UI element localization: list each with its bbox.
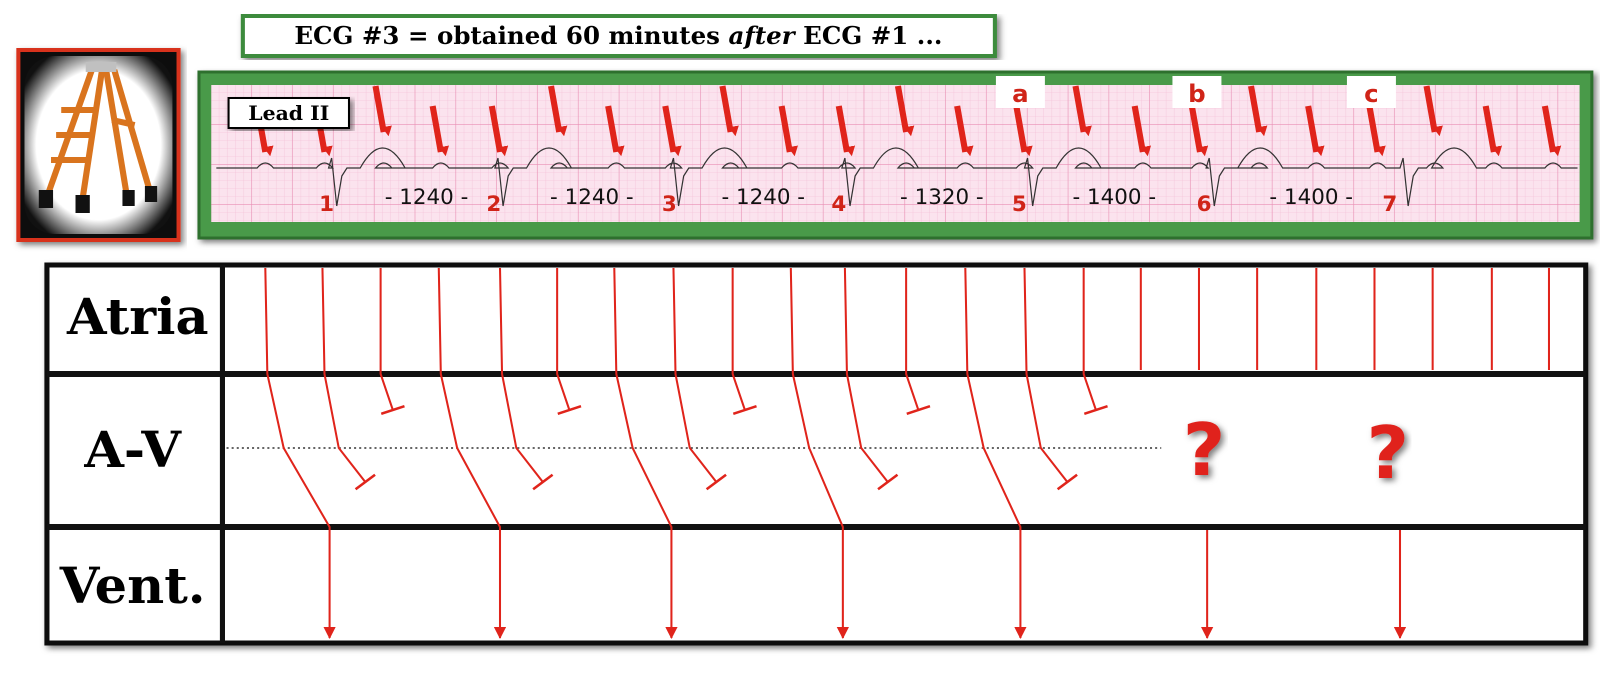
block-bar [906,405,931,415]
row-label: Atria [66,287,209,345]
lead-box [227,97,350,129]
p-wave-arrow [662,105,682,157]
marker-box [1172,76,1222,108]
row-label: A-V [83,420,181,478]
marker-label: b [1188,79,1206,108]
beat-number: 1 [319,192,334,217]
ecg-layer: 1 2 3 4 5 6 7 - 1240 - - 1240 - - 1240 - - 1320 - -… [216,76,1578,217]
conducted-impulse [964,267,1027,639]
beat-number: 6 [1197,192,1212,217]
row-label: Vent. [59,556,206,614]
p-wave-arrow [429,105,449,157]
conducted-impulse [789,267,849,639]
p-wave-arrow [1131,105,1152,157]
rr-interval: - 1320 - [900,185,984,210]
marker-label: a [1012,79,1029,108]
p-wave-arrow [1072,85,1092,137]
p-wave-arrow [372,85,392,137]
ladder-photo [16,48,181,242]
rr-interval: - 1240 - [385,185,469,210]
blocked-impulse [672,267,718,483]
blocked-impulse [731,268,746,411]
unknown-mark: ? [1183,409,1226,493]
rr-interval: - 1400 - [1269,185,1353,210]
p-wave-arrow [835,105,856,157]
conducted-impulse [437,267,507,639]
rr-interval: - 1240 - [550,185,634,210]
ecg-trace [216,147,1578,207]
title-box [240,14,997,58]
p-wave-arrow [1423,85,1443,137]
p-wave-arrow [954,105,974,157]
p-wave-arrow [548,85,568,137]
blocked-impulse [1082,268,1097,411]
block-bar [380,405,405,415]
blocked-impulse [321,267,367,483]
p-wave-arrow [1482,105,1503,157]
block-bar [354,473,376,491]
block-bar [705,473,727,491]
title: ECG #3 = obtained 60 minutes after ECG #… [294,21,942,50]
p-wave-arrow [488,105,509,157]
beat-number: 3 [662,192,677,217]
ladder-frame [44,262,1589,646]
p-wave-arrow [1248,85,1268,137]
title-text: ECG #1 ... [795,21,943,50]
p-wave-arrow [1013,105,1033,157]
beat-number: 5 [1012,192,1027,217]
p-wave-arrow [1366,105,1386,157]
ladder-lines [264,267,1550,639]
p-wave-arrow [719,85,739,137]
unknown-mark: ? [1366,412,1409,496]
lead-label: Lead II [248,101,329,125]
blocked-impulse [843,267,889,483]
marker-box [1346,76,1396,108]
beat-number: 2 [486,192,501,217]
p-wave-arrow [1541,105,1562,157]
blocked-impulse [556,268,571,411]
block-bar [732,405,757,415]
p-wave-arrow [778,105,798,157]
blocked-impulse [905,268,920,411]
block-bar [1056,473,1078,491]
conducted-impulse [613,267,678,639]
p-wave-arrow [894,85,915,137]
p-wave-arrow [605,105,625,157]
beat-number: 7 [1382,192,1397,217]
block-bar [1083,405,1108,415]
p-wave-arrow [1305,105,1325,157]
blocked-impulse [1023,267,1069,483]
blocked-impulse [379,268,394,411]
conducted-impulse [264,267,336,639]
marker-box [995,76,1045,108]
beat-number: 4 [831,192,846,217]
title-emphasis: after [728,21,796,50]
marker-label: c [1364,79,1379,108]
block-bar [877,473,899,491]
rr-interval: - 1400 - [1072,185,1156,210]
block-bar [557,405,582,415]
blocked-impulse [498,267,544,483]
block-bar [532,473,554,491]
p-wave-arrow [1188,105,1209,157]
rr-interval: - 1240 - [721,185,805,210]
title-text: ECG #3 = obtained 60 minutes [294,21,728,50]
